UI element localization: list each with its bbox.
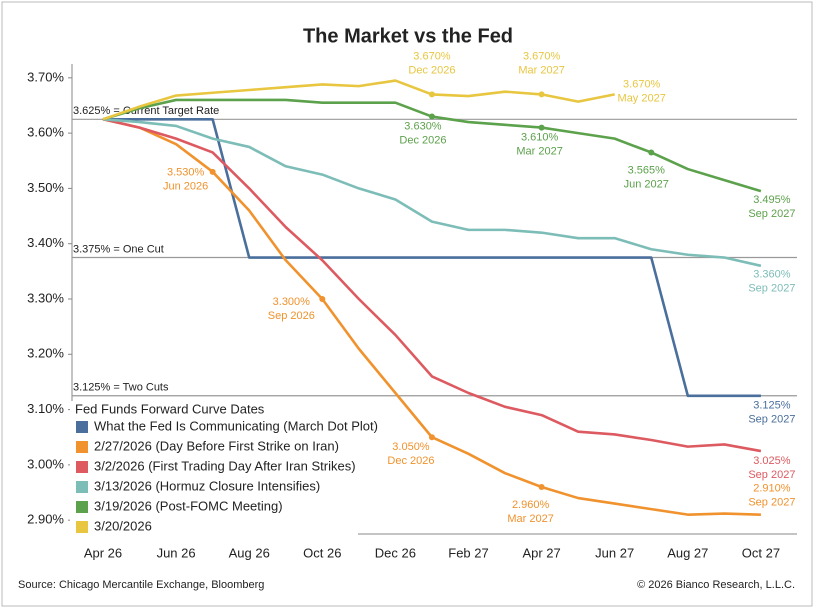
annotation-date: Dec 2026: [387, 455, 434, 467]
annotation-date: Sep 2027: [748, 497, 795, 509]
y-tick-label: 3.30%: [27, 290, 64, 305]
y-tick-label: 3.40%: [27, 235, 64, 250]
legend-swatch: [76, 521, 88, 533]
chart-title: The Market vs the Fed: [303, 25, 513, 47]
x-tick-label: Dec 26: [375, 545, 416, 560]
series-line: [102, 118, 762, 453]
series-line: [102, 79, 615, 121]
annotation-value: 3.670%: [623, 78, 661, 90]
annotation-value: 3.530%: [167, 167, 205, 179]
annotation-dot: [538, 484, 545, 490]
annotation-date: Jun 2026: [163, 181, 208, 193]
annotation-date: Sep 2027: [748, 208, 795, 220]
reference-label: 3.375% = One Cut: [73, 243, 164, 255]
annotation-date: Jun 2027: [624, 178, 669, 190]
annotation-date: Mar 2027: [507, 513, 553, 525]
annotation-date: Dec 2026: [408, 64, 455, 76]
x-tick-label: Aug 26: [229, 545, 270, 560]
y-tick-label: 2.90%: [27, 512, 64, 527]
y-tick-label: 3.60%: [27, 125, 64, 140]
legend-label: 3/20/2026: [94, 518, 152, 533]
source: Source: Chicago Mercantile Exchange, Blo…: [18, 579, 264, 591]
annotation-value: 2.910%: [753, 483, 791, 495]
annotation-dot: [428, 113, 435, 120]
annotation-value: 3.495%: [753, 194, 791, 206]
legend-swatch: [76, 441, 88, 453]
x-tick-label: Oct 27: [742, 545, 780, 560]
legend-swatch: [76, 481, 88, 493]
annotation-value: 3.630%: [404, 120, 442, 132]
annotation-dot: [319, 296, 326, 302]
legend-title: Fed Funds Forward Curve Dates: [75, 401, 265, 416]
annotation-value: 2.960%: [512, 499, 550, 511]
annotation-value: 3.610%: [521, 131, 559, 143]
annotation-value: 3.025%: [753, 455, 791, 467]
annotation-dot: [428, 91, 435, 98]
annotation-date: Sep 2026: [268, 310, 315, 322]
x-tick-label: Jun 27: [595, 545, 634, 560]
annotation-date: Sep 2027: [748, 283, 795, 295]
annotation-value: 3.565%: [628, 164, 666, 176]
x-tick-label: Feb 27: [448, 545, 488, 560]
x-tick-label: Apr 27: [522, 545, 560, 560]
y-tick-label: 3.00%: [27, 456, 64, 471]
annotation-dot: [428, 434, 435, 441]
reference-label: 3.625% = Current Target Rate: [73, 105, 219, 117]
y-tick-label: 3.20%: [27, 346, 64, 361]
x-tick-label: Jun 26: [157, 545, 196, 560]
legend-swatch: [76, 461, 88, 473]
legend-box: [70, 401, 358, 536]
annotation-value: 3.670%: [413, 50, 451, 62]
legend-label: What the Fed Is Communicating (March Dot…: [94, 418, 378, 433]
legend-swatch: [76, 501, 88, 513]
y-tick-label: 3.50%: [27, 180, 64, 195]
y-tick-label: 3.70%: [27, 69, 64, 84]
series-line: [102, 117, 762, 268]
annotation-dot: [538, 124, 545, 131]
reference-label: 3.125% = Two Cuts: [73, 382, 169, 394]
annotation-value: 3.670%: [523, 50, 561, 62]
annotation-date: Sep 2027: [748, 469, 795, 481]
annotation-dot: [209, 168, 216, 175]
annotation-date: Sep 2027: [748, 414, 795, 426]
annotation-value: 3.125%: [753, 400, 791, 412]
legend-label: 2/27/2026 (Day Before First Strike on Ir…: [94, 438, 339, 453]
annotation-date: Mar 2027: [516, 145, 562, 157]
legend-label: 3/19/2026 (Post-FOMC Meeting): [94, 498, 283, 513]
legend-label: 3/2/2026 (First Trading Day After Iran S…: [94, 458, 356, 473]
x-tick-label: Oct 26: [303, 545, 341, 560]
annotation-value: 3.300%: [273, 296, 311, 308]
annotation-dot: [648, 149, 655, 156]
x-tick-label: Aug 27: [667, 545, 708, 560]
annotation-dot: [538, 91, 545, 98]
annotation-date: Mar 2027: [518, 64, 564, 76]
series-line: [103, 117, 761, 398]
y-tick-label: 3.10%: [27, 401, 64, 416]
legend-swatch: [76, 421, 88, 433]
annotation-date: May 2027: [618, 92, 666, 104]
annotation-value: 3.360%: [753, 269, 791, 281]
legend-label: 3/13/2026 (Hormuz Closure Intensifies): [94, 478, 320, 493]
annotation-value: 3.050%: [392, 441, 430, 453]
copyright: © 2026 Bianco Research, L.L.C.: [637, 579, 795, 591]
x-tick-label: Apr 26: [84, 545, 122, 560]
annotation-date: Dec 2026: [399, 134, 446, 146]
